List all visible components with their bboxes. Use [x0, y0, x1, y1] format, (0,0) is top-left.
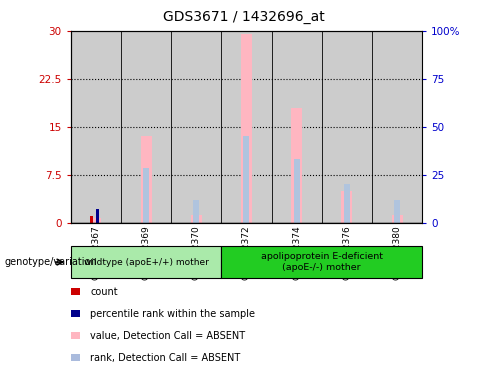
- Bar: [344, 184, 350, 223]
- Bar: [143, 168, 149, 223]
- Bar: [141, 136, 152, 223]
- Bar: [191, 215, 202, 223]
- Bar: [291, 108, 302, 223]
- Text: genotype/variation: genotype/variation: [5, 257, 98, 267]
- Text: percentile rank within the sample: percentile rank within the sample: [90, 309, 255, 319]
- Bar: [222, 31, 271, 223]
- Bar: [71, 31, 121, 223]
- Bar: [341, 191, 352, 223]
- Bar: [193, 200, 199, 223]
- Text: apolipoprotein E-deficient
(apoE-/-) mother: apolipoprotein E-deficient (apoE-/-) mot…: [261, 252, 383, 272]
- Bar: [171, 31, 222, 223]
- Text: wildtype (apoE+/+) mother: wildtype (apoE+/+) mother: [83, 258, 208, 266]
- Text: count: count: [90, 287, 118, 297]
- Text: rank, Detection Call = ABSENT: rank, Detection Call = ABSENT: [90, 353, 241, 362]
- Bar: [241, 34, 252, 223]
- Bar: [244, 136, 249, 223]
- Bar: [394, 200, 400, 223]
- Bar: [372, 31, 422, 223]
- Bar: [90, 218, 102, 223]
- Bar: [322, 31, 372, 223]
- Bar: [271, 31, 322, 223]
- Bar: [294, 159, 300, 223]
- Text: GDS3671 / 1432696_at: GDS3671 / 1432696_at: [163, 10, 325, 23]
- Bar: [96, 209, 99, 223]
- Bar: [391, 215, 403, 223]
- Bar: [121, 31, 171, 223]
- Text: value, Detection Call = ABSENT: value, Detection Call = ABSENT: [90, 331, 245, 341]
- Bar: [90, 216, 93, 223]
